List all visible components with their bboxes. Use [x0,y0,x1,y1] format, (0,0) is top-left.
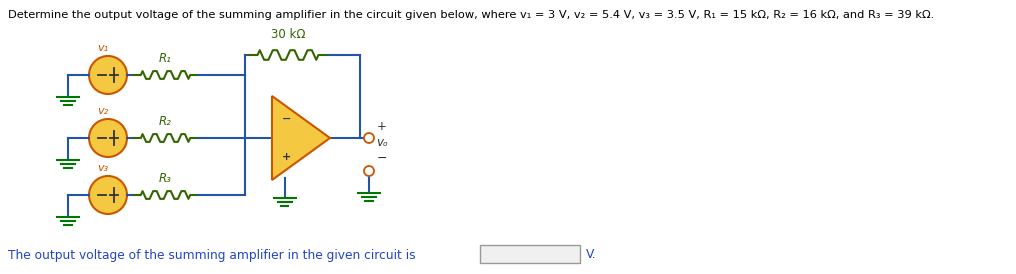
Text: vₒ: vₒ [376,136,388,150]
Text: −: − [377,152,387,164]
Text: The output voltage of the summing amplifier in the given circuit is: The output voltage of the summing amplif… [8,249,416,261]
Text: v₂: v₂ [98,106,109,116]
Text: R₁: R₁ [160,52,172,65]
Text: +: + [377,119,387,133]
Circle shape [89,56,127,94]
Text: R₃: R₃ [160,172,172,185]
Text: R₂: R₂ [160,115,172,128]
Circle shape [89,119,127,157]
Text: V.: V. [586,249,596,261]
Text: Determine the output voltage of the summing amplifier in the circuit given below: Determine the output voltage of the summ… [8,10,935,20]
Circle shape [89,176,127,214]
Polygon shape [272,96,330,180]
Text: −: − [281,114,292,124]
Text: v₁: v₁ [98,43,109,53]
FancyBboxPatch shape [480,245,580,263]
Circle shape [364,133,374,143]
Text: v₃: v₃ [98,163,109,173]
Circle shape [364,166,374,176]
Text: 30 kΩ: 30 kΩ [270,28,305,41]
Text: +: + [281,152,292,162]
